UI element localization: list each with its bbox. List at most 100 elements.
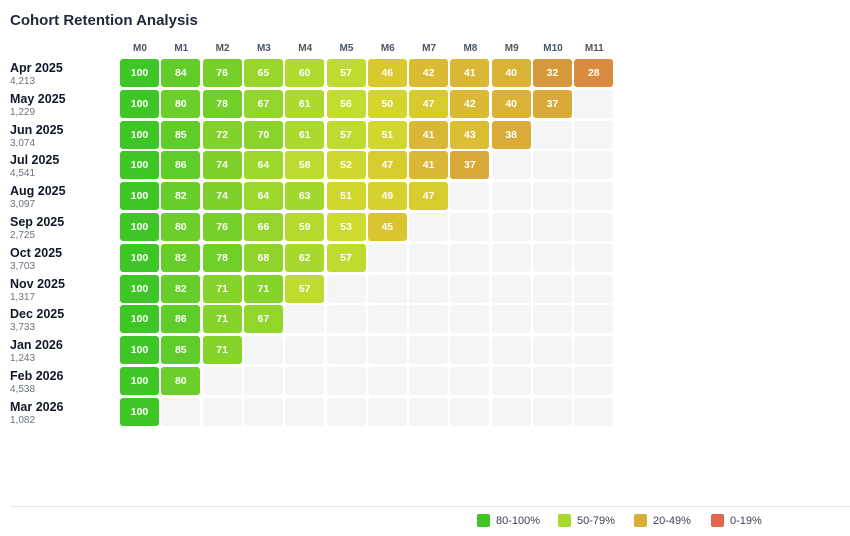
retention-cell[interactable]: 71 (243, 274, 283, 303)
retention-cell[interactable]: 68 (243, 243, 283, 272)
retention-cell[interactable]: 46 (367, 59, 407, 87)
cohort-label: Jan 2026 1,243 (10, 338, 115, 364)
empty-cell (491, 305, 531, 334)
retention-cell[interactable]: 61 (285, 89, 325, 118)
empty-cell (491, 367, 531, 395)
retention-cell[interactable]: 47 (409, 89, 449, 118)
cohort-size: 4,541 (10, 168, 36, 180)
retention-cell[interactable]: 49 (367, 182, 407, 211)
retention-cell[interactable]: 41 (409, 120, 449, 149)
retention-cell[interactable]: 71 (202, 274, 242, 303)
retention-cell[interactable]: 100 (120, 274, 159, 303)
empty-cell (574, 367, 614, 395)
retention-cell[interactable]: 47 (367, 151, 407, 180)
retention-cell[interactable]: 61 (285, 120, 325, 149)
retention-cell[interactable]: 86 (161, 151, 201, 180)
retention-cell[interactable]: 59 (285, 213, 325, 241)
retention-cell[interactable]: 80 (161, 89, 201, 118)
retention-cell[interactable]: 64 (243, 151, 283, 180)
retention-cell[interactable]: 76 (202, 213, 242, 241)
retention-cell[interactable]: 51 (367, 120, 407, 149)
retention-cell[interactable]: 40 (491, 59, 531, 87)
cohort-name: Feb 2026 (10, 369, 64, 383)
retention-cell[interactable]: 80 (161, 213, 201, 241)
retention-cell[interactable]: 62 (285, 243, 325, 272)
cohort-name: Mar 2026 (10, 399, 64, 414)
retention-cell[interactable]: 100 (120, 89, 159, 118)
retention-cell[interactable]: 100 (120, 213, 159, 241)
retention-cell[interactable]: 100 (120, 397, 159, 426)
empty-cell (409, 213, 449, 241)
retention-cell[interactable]: 100 (120, 367, 159, 395)
retention-cell[interactable]: 100 (120, 243, 159, 272)
retention-cell[interactable]: 71 (202, 305, 242, 334)
retention-cell[interactable]: 41 (409, 151, 449, 180)
empty-cell (367, 367, 407, 395)
retention-cell[interactable]: 70 (243, 120, 283, 149)
retention-cell[interactable]: 85 (161, 120, 201, 149)
retention-cell[interactable]: 82 (161, 182, 201, 211)
retention-cell[interactable]: 100 (120, 59, 159, 87)
retention-cell[interactable]: 51 (326, 182, 366, 211)
retention-cell[interactable]: 57 (326, 243, 366, 272)
retention-cell[interactable]: 50 (367, 89, 407, 118)
empty-cell (491, 151, 531, 180)
cohort-size: 3,733 (10, 322, 36, 334)
retention-cell[interactable]: 71 (202, 336, 242, 365)
retention-cell[interactable]: 82 (161, 274, 201, 303)
retention-cell[interactable]: 28 (574, 59, 614, 87)
empty-cell (285, 367, 325, 395)
retention-cell[interactable]: 57 (285, 274, 325, 303)
retention-cell[interactable]: 74 (202, 151, 242, 180)
retention-cell[interactable]: 43 (450, 120, 490, 149)
retention-cell[interactable]: 65 (243, 59, 283, 87)
empty-cell (574, 151, 614, 180)
retention-cell[interactable]: 86 (161, 305, 201, 334)
retention-cell[interactable]: 72 (202, 120, 242, 149)
retention-cell[interactable]: 42 (450, 89, 490, 118)
retention-cell[interactable]: 63 (285, 182, 325, 211)
retention-cell[interactable]: 78 (202, 243, 242, 272)
retention-cell[interactable]: 80 (161, 367, 201, 395)
retention-cell[interactable]: 58 (285, 151, 325, 180)
retention-cell[interactable]: 41 (450, 59, 490, 87)
retention-cell[interactable]: 67 (243, 89, 283, 118)
retention-cell[interactable]: 100 (120, 151, 159, 180)
retention-cell[interactable]: 66 (243, 213, 283, 241)
retention-cell[interactable]: 45 (367, 213, 407, 241)
retention-cell[interactable]: 60 (285, 59, 325, 87)
retention-cell[interactable]: 32 (533, 59, 572, 87)
retention-cell[interactable]: 100 (120, 182, 159, 211)
retention-cell[interactable]: 76 (202, 59, 242, 87)
retention-cell[interactable]: 37 (450, 151, 490, 180)
retention-cell[interactable]: 64 (243, 182, 283, 211)
retention-cell[interactable]: 40 (491, 89, 531, 118)
retention-cell[interactable]: 52 (326, 151, 366, 180)
retention-cell[interactable]: 85 (161, 336, 201, 365)
cohort-name: Jul 2025 (10, 153, 60, 168)
retention-cell[interactable]: 78 (202, 89, 242, 118)
retention-cell[interactable]: 53 (326, 213, 366, 241)
legend-label: 0-19% (730, 514, 762, 527)
empty-cell (574, 336, 614, 365)
retention-cell[interactable]: 67 (243, 305, 283, 334)
retention-cell[interactable]: 42 (409, 59, 449, 87)
retention-cell[interactable]: 47 (409, 182, 449, 211)
retention-cell[interactable]: 100 (120, 305, 159, 334)
retention-cell[interactable]: 56 (326, 89, 366, 118)
retention-cell[interactable]: 38 (491, 120, 531, 149)
retention-cell[interactable]: 100 (120, 120, 159, 149)
retention-cell[interactable]: 57 (326, 120, 366, 149)
retention-cell[interactable]: 57 (326, 59, 366, 87)
retention-cell[interactable]: 84 (161, 59, 201, 87)
empty-cell (491, 213, 531, 241)
retention-cell[interactable]: 74 (202, 182, 242, 211)
column-header: M11 (584, 43, 604, 54)
empty-cell (326, 367, 366, 395)
retention-cell[interactable]: 37 (533, 89, 572, 118)
retention-cell[interactable]: 100 (120, 336, 159, 365)
empty-cell (409, 305, 449, 334)
empty-cell (326, 336, 366, 365)
retention-cell[interactable]: 82 (161, 243, 201, 272)
cohort-size: 2,725 (10, 230, 36, 241)
